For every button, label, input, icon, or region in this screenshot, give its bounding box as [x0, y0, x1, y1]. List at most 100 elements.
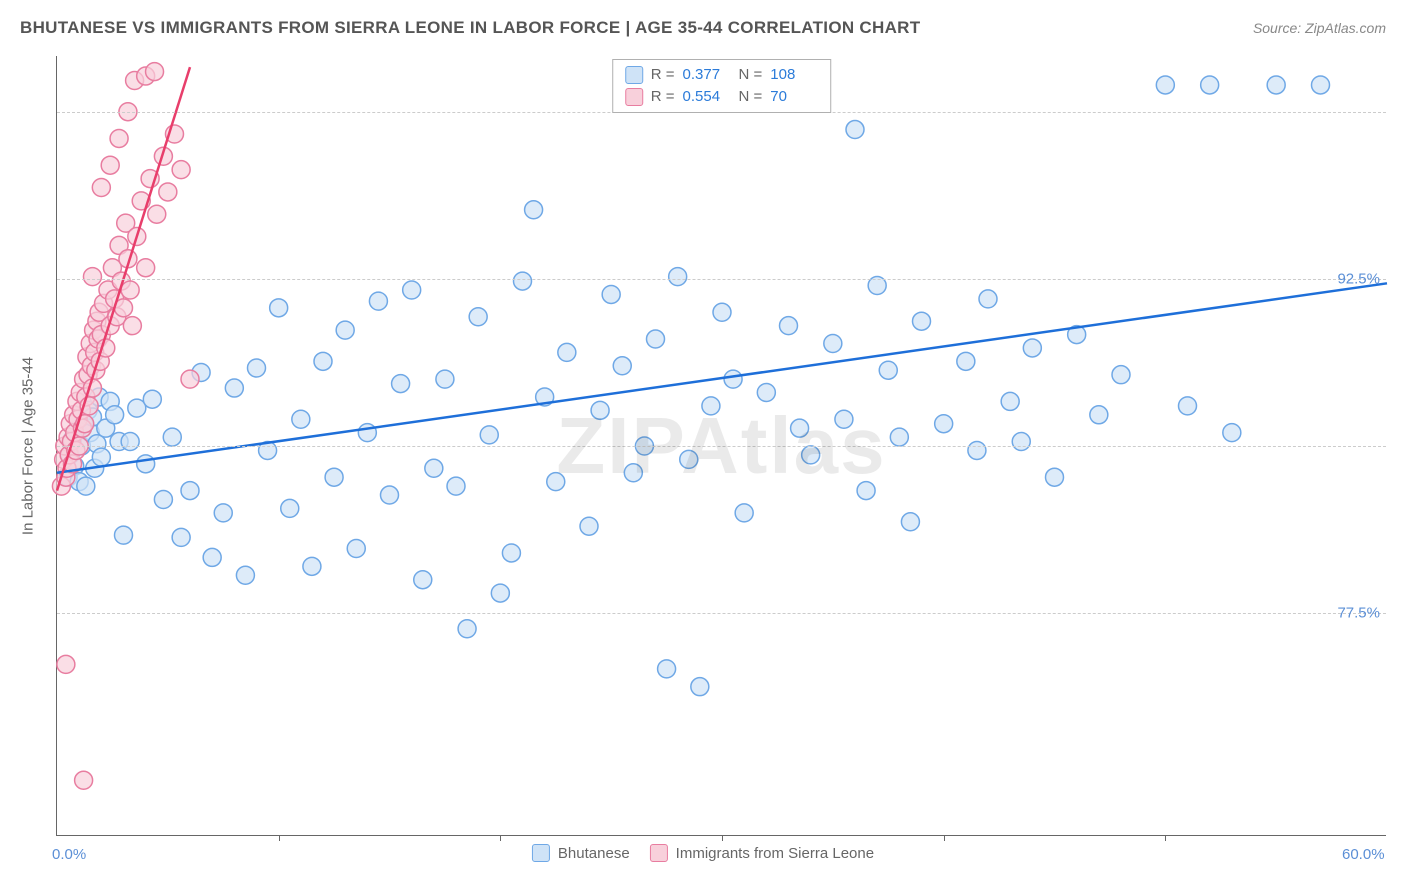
data-point [75, 771, 93, 789]
legend-swatch [650, 844, 668, 862]
data-point [106, 406, 124, 424]
data-point [757, 384, 775, 402]
x-tick-label: 60.0% [1342, 846, 1385, 863]
data-point [154, 490, 172, 508]
data-point [270, 299, 288, 317]
legend-r-value: 0.377 [683, 64, 731, 86]
data-point [347, 540, 365, 558]
data-point [425, 459, 443, 477]
data-point [957, 352, 975, 370]
data-point [1179, 397, 1197, 415]
data-point [1012, 433, 1030, 451]
data-point [846, 121, 864, 139]
data-point [901, 513, 919, 531]
legend-item: Immigrants from Sierra Leone [650, 844, 874, 862]
legend-row: R =0.554N =70 [625, 86, 819, 108]
data-point [624, 464, 642, 482]
data-point [591, 401, 609, 419]
data-point [1312, 76, 1330, 94]
x-tick [722, 835, 723, 841]
data-point [547, 473, 565, 491]
data-point [148, 205, 166, 223]
data-point [558, 343, 576, 361]
data-point [392, 375, 410, 393]
data-point [403, 281, 421, 299]
data-point [514, 272, 532, 290]
x-tick [944, 835, 945, 841]
data-point [77, 477, 95, 495]
y-tick-label: 77.5% [1337, 605, 1380, 622]
legend-r-label: R = [651, 64, 675, 86]
chart-header: BHUTANESE VS IMMIGRANTS FROM SIERRA LEON… [20, 18, 1386, 38]
legend-swatch [532, 844, 550, 862]
data-point [1156, 76, 1174, 94]
data-point [525, 201, 543, 219]
legend-label: Bhutanese [558, 845, 630, 862]
data-point [857, 482, 875, 500]
data-point [121, 433, 139, 451]
gridline [57, 279, 1386, 280]
data-point [236, 566, 254, 584]
plot-area: ZIPAtlas R =0.377N =108R =0.554N =70 77.… [56, 56, 1386, 836]
data-point [172, 161, 190, 179]
x-tick [500, 835, 501, 841]
data-point [647, 330, 665, 348]
legend-swatch [625, 66, 643, 84]
data-point [110, 129, 128, 147]
legend-r-value: 0.554 [683, 86, 731, 108]
data-point [802, 446, 820, 464]
data-point [613, 357, 631, 375]
data-point [491, 584, 509, 602]
data-point [824, 334, 842, 352]
data-point [780, 317, 798, 335]
data-point [1112, 366, 1130, 384]
chart-source: Source: ZipAtlas.com [1253, 20, 1386, 36]
data-point [658, 660, 676, 678]
data-point [469, 308, 487, 326]
data-point [1001, 392, 1019, 410]
x-tick [1165, 835, 1166, 841]
data-point [414, 571, 432, 589]
legend-label: Immigrants from Sierra Leone [676, 845, 874, 862]
data-point [691, 678, 709, 696]
data-point [890, 428, 908, 446]
data-point [1201, 76, 1219, 94]
data-point [502, 544, 520, 562]
data-point [214, 504, 232, 522]
data-point [225, 379, 243, 397]
data-point [913, 312, 931, 330]
data-point [325, 468, 343, 486]
data-point [447, 477, 465, 495]
data-point [159, 183, 177, 201]
legend-r-label: R = [651, 86, 675, 108]
x-tick-label: 0.0% [52, 846, 86, 863]
data-point [735, 504, 753, 522]
data-point [602, 285, 620, 303]
data-point [358, 424, 376, 442]
data-point [123, 317, 141, 335]
data-point [336, 321, 354, 339]
data-point [292, 410, 310, 428]
data-point [314, 352, 332, 370]
data-point [83, 268, 101, 286]
data-point [248, 359, 266, 377]
data-point [137, 455, 155, 473]
gridline [57, 446, 1386, 447]
data-point [835, 410, 853, 428]
data-point [57, 655, 75, 673]
data-point [92, 448, 110, 466]
legend-series: Bhutanese Immigrants from Sierra Leone [532, 844, 874, 862]
data-point [580, 517, 598, 535]
data-point [458, 620, 476, 638]
legend-correlation: R =0.377N =108R =0.554N =70 [612, 59, 832, 113]
data-point [163, 428, 181, 446]
data-point [181, 482, 199, 500]
data-point [979, 290, 997, 308]
data-point [480, 426, 498, 444]
data-point [436, 370, 454, 388]
chart-title: BHUTANESE VS IMMIGRANTS FROM SIERRA LEON… [20, 18, 920, 38]
legend-n-value: 108 [770, 64, 818, 86]
data-point [101, 156, 119, 174]
data-point [680, 450, 698, 468]
legend-row: R =0.377N =108 [625, 64, 819, 86]
